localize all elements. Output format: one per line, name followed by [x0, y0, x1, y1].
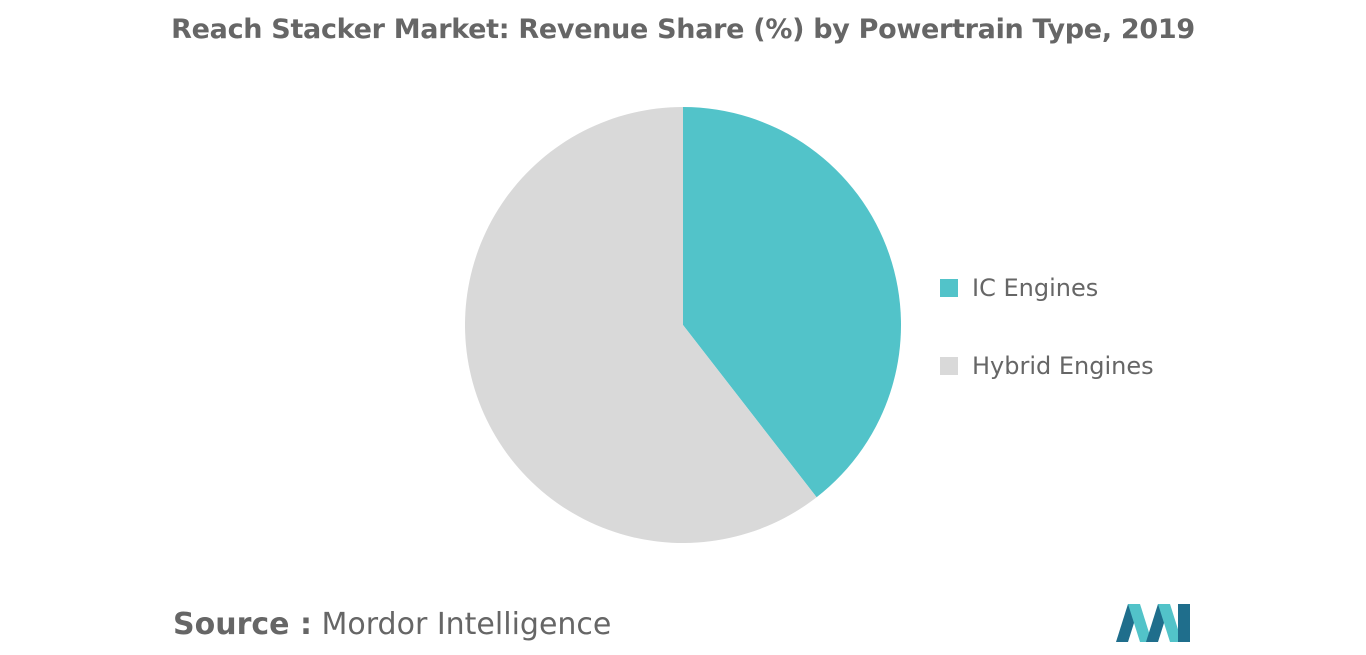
legend-item-ic-engines[interactable]: IC Engines [940, 270, 1154, 306]
legend-label-hybrid-engines: Hybrid Engines [972, 352, 1154, 380]
legend-swatch-hybrid-engines [940, 357, 958, 375]
source-label: Source : [173, 607, 312, 642]
legend-swatch-ic-engines [940, 279, 958, 297]
source-value: Mordor Intelligence [321, 607, 612, 642]
pie-slice-ic-engines[interactable] [683, 107, 901, 498]
legend: IC Engines Hybrid Engines [940, 270, 1154, 426]
chart-title: Reach Stacker Market: Revenue Share (%) … [171, 14, 1195, 45]
mordor-intelligence-logo-icon [1116, 604, 1190, 642]
legend-label-ic-engines: IC Engines [972, 274, 1099, 302]
source-note: Source : Mordor Intelligence [173, 607, 611, 642]
legend-item-hybrid-engines[interactable]: Hybrid Engines [940, 348, 1154, 384]
pie-slice-hybrid-engines[interactable] [464, 107, 817, 543]
